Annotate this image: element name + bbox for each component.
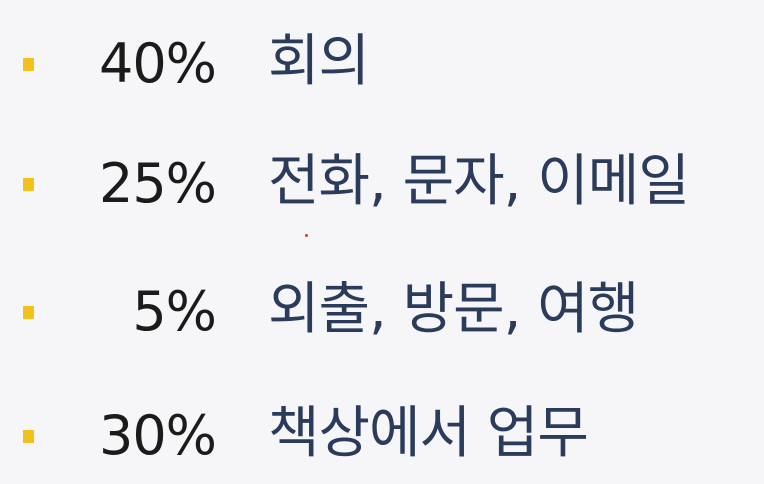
activity-label: 전화, 문자, 이메일 — [268, 149, 690, 214]
list-item: 40% 회의 — [0, 22, 764, 112]
percent-value: 40% — [98, 32, 217, 95]
list-item: 30% 책상에서 업무 — [0, 394, 764, 484]
activity-label: 책상에서 업무 — [268, 401, 589, 466]
bullet-square-icon — [23, 430, 34, 443]
bullet-square-icon — [23, 58, 34, 71]
stray-red-dot — [305, 234, 308, 237]
bullet-square-icon — [23, 306, 34, 319]
activity-label: 회의 — [268, 29, 370, 94]
percent-value: 30% — [98, 404, 217, 467]
percent-value: 25% — [98, 152, 217, 215]
percent-value: 5% — [132, 280, 217, 343]
activity-label: 외출, 방문, 여행 — [268, 277, 639, 342]
list-item: 5% 외출, 방문, 여행 — [0, 270, 764, 360]
list-item: 25% 전화, 문자, 이메일 — [0, 142, 764, 232]
bullet-square-icon — [23, 178, 34, 191]
